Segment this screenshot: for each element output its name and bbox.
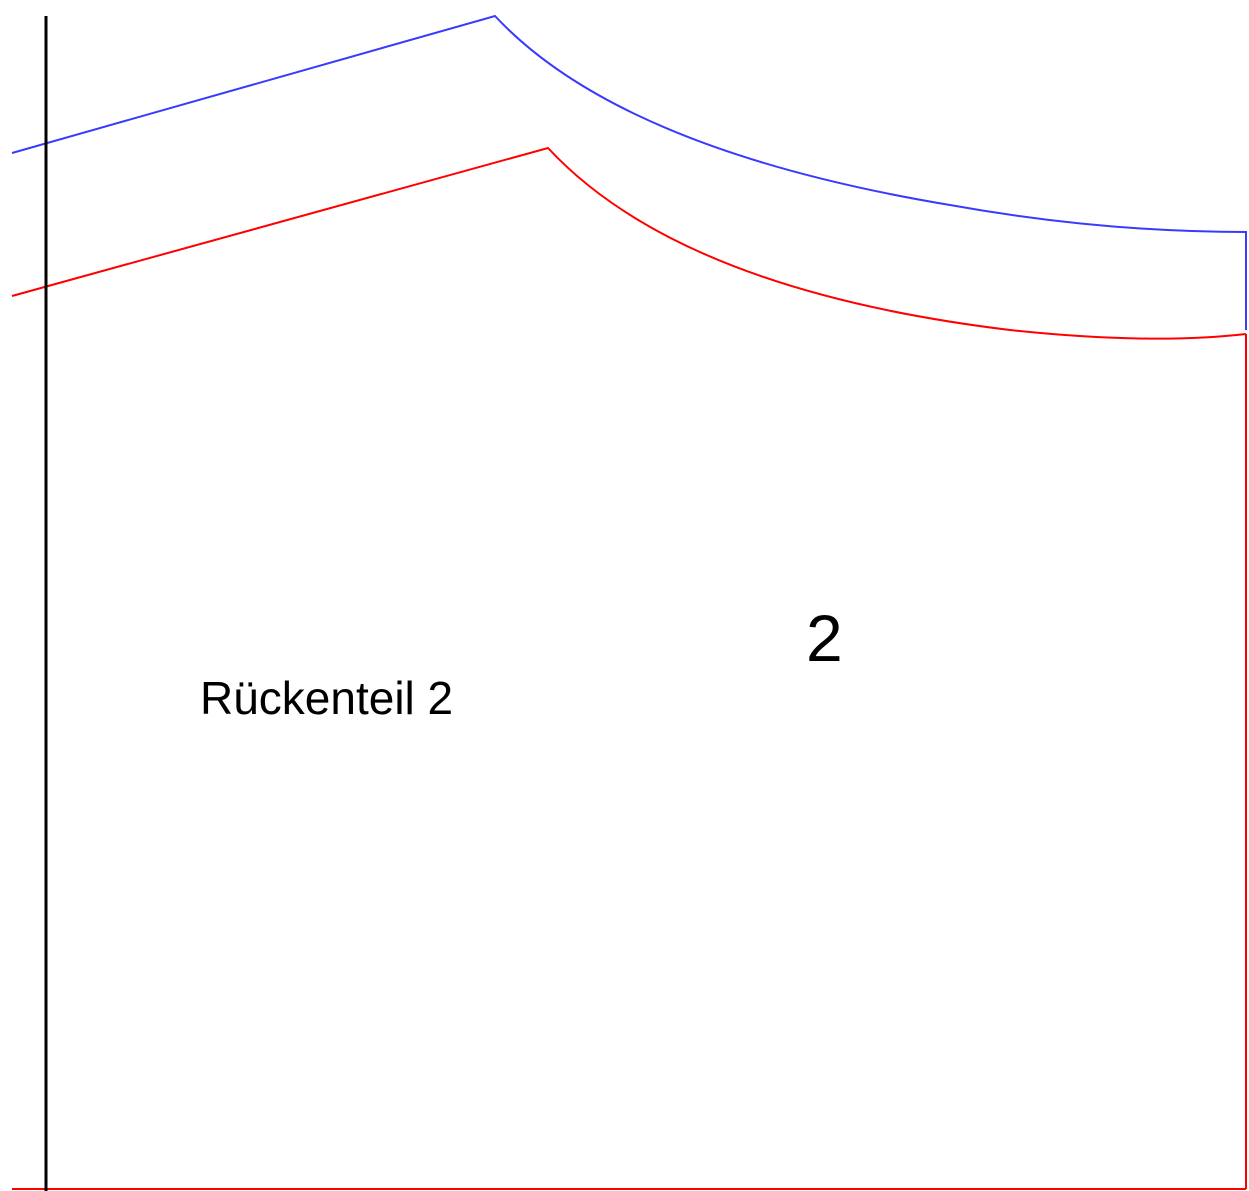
cutting-line-shoulder-neckline (11, 146, 1247, 340)
seam-allowance-line (11, 14, 1247, 330)
piece-number: 2 (806, 601, 843, 675)
piece-label: Rückenteil 2 (200, 672, 453, 724)
